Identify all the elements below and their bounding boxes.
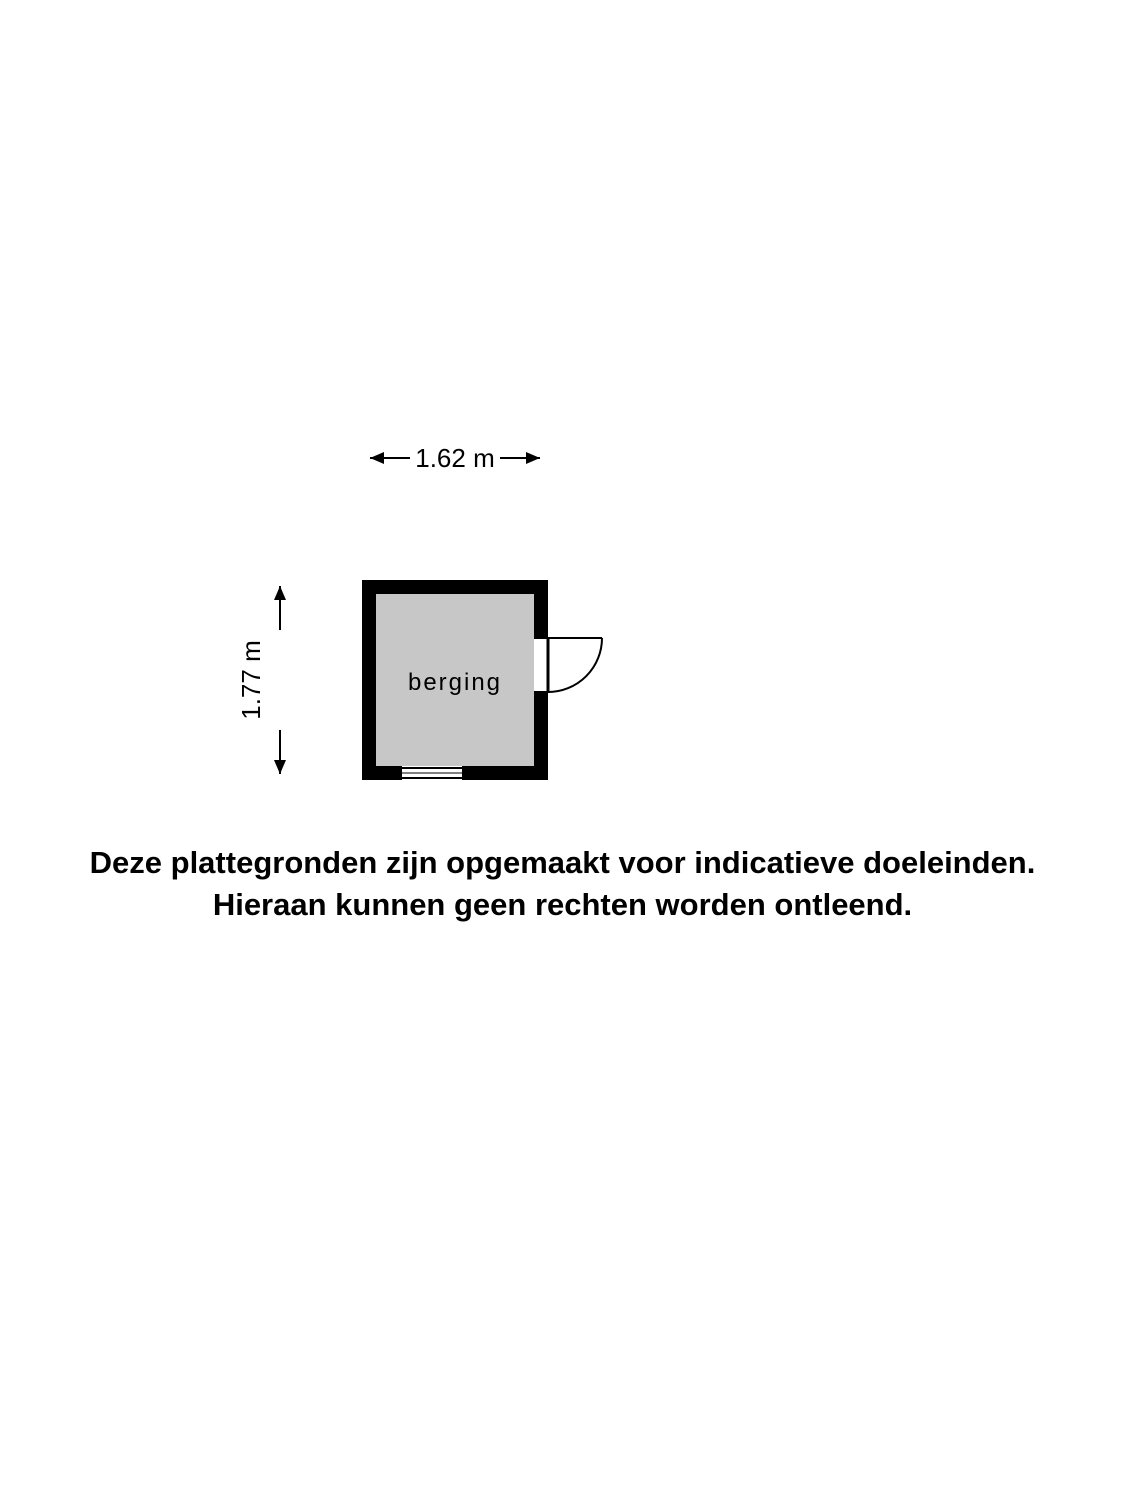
disclaimer-text: Deze plattegronden zijn opgemaakt voor i… [0,842,1125,926]
dim-left-arrow-bottom [274,760,286,774]
dim-top-label: 1.62 m [415,443,495,473]
disclaimer-line2: Hieraan kunnen geen rechten worden ontle… [213,887,912,922]
wall-bottom-right [462,766,548,780]
wall-bottom-left [362,766,402,780]
dim-left-label: 1.77 m [236,640,266,720]
disclaimer-line1: Deze plattegronden zijn opgemaakt voor i… [90,845,1036,880]
floorplan-canvas: berging 1.62 m 1.77 m Deze plattegronden… [0,0,1125,1500]
wall-left [362,580,376,780]
dim-left-arrow-top [274,586,286,600]
door-swing-arc [548,638,602,692]
floorplan-svg: berging 1.62 m 1.77 m [0,0,1125,1500]
wall-top [362,580,548,594]
dim-top-arrow-left [370,452,384,464]
room-label: berging [408,669,502,696]
dim-top-arrow-right [526,452,540,464]
wall-right-upper [534,580,548,638]
